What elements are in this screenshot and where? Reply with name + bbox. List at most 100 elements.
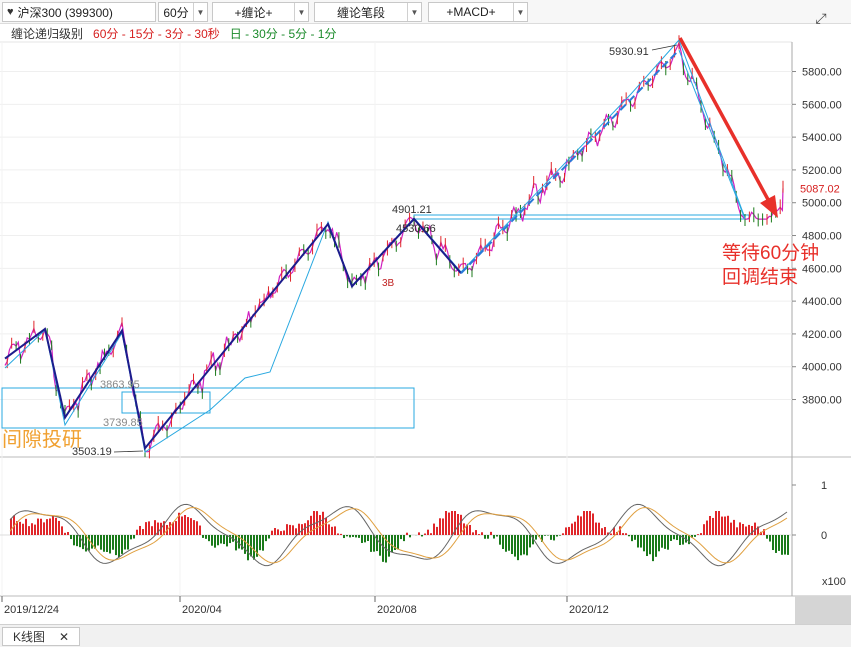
macd-bar bbox=[79, 535, 81, 548]
overlay-button[interactable]: +缠论+ ▼ bbox=[212, 2, 309, 22]
macd-bar bbox=[628, 535, 630, 537]
chevron-down-icon[interactable]: ▼ bbox=[193, 3, 207, 21]
macd-bar bbox=[451, 511, 453, 535]
macd-bar bbox=[739, 522, 741, 535]
macd-tick-label: x100 bbox=[822, 576, 846, 588]
macd-bar bbox=[520, 535, 522, 556]
third-buy-label: 3B bbox=[382, 278, 395, 289]
macd-bar bbox=[181, 516, 183, 535]
macd-bar bbox=[697, 534, 699, 535]
y-tick-label: 4600.00 bbox=[802, 263, 842, 275]
macd-bar bbox=[25, 518, 27, 535]
macd-bar bbox=[454, 511, 456, 535]
close-icon[interactable]: ✕ bbox=[59, 629, 70, 644]
macd-bar bbox=[364, 535, 366, 543]
y-tick-label: 5200.00 bbox=[802, 165, 842, 177]
macd-bar bbox=[610, 533, 612, 535]
macd-bar bbox=[676, 535, 678, 541]
macd-bar bbox=[49, 518, 51, 535]
macd-bar bbox=[184, 515, 186, 535]
stroke-label: 缠论笔段 bbox=[336, 5, 385, 20]
macd-bar bbox=[757, 526, 759, 535]
chevron-down-icon[interactable]: ▼ bbox=[294, 3, 308, 21]
level-title: 缠论递归级别 bbox=[11, 27, 84, 41]
chevron-down-icon[interactable]: ▼ bbox=[513, 3, 527, 21]
macd-bar bbox=[247, 535, 249, 561]
macd-bar bbox=[274, 528, 276, 535]
macd-bar bbox=[115, 535, 117, 556]
macd-bar bbox=[622, 533, 624, 535]
macd-bar bbox=[769, 535, 771, 542]
macd-bar bbox=[337, 533, 339, 535]
macd-bar bbox=[658, 535, 660, 552]
macd-bar bbox=[190, 518, 192, 535]
macd-bar bbox=[688, 535, 690, 545]
y-tick-label: 4400.00 bbox=[802, 296, 842, 308]
macd-bar bbox=[214, 535, 216, 548]
favorite-heart-icon[interactable]: ♥ bbox=[7, 6, 14, 18]
macd-bar bbox=[535, 535, 537, 540]
macd-bar bbox=[718, 511, 720, 535]
macd-bar bbox=[481, 532, 483, 535]
macd-bar bbox=[577, 515, 579, 535]
macd-bar bbox=[634, 535, 636, 540]
macd-bar bbox=[31, 523, 33, 535]
fullscreen-icon[interactable]: ⤢ bbox=[815, 10, 827, 26]
level-legend: 缠论递归级别 60分 - 15分 - 3分 - 30秒 日 - 30分 - 5分… bbox=[11, 25, 336, 42]
tab-kline[interactable]: K线图 ✕ bbox=[2, 627, 80, 646]
macd-bar bbox=[526, 535, 528, 556]
symbol-selector[interactable]: ♥ 沪深300 (399300) bbox=[2, 2, 156, 22]
macd-bar bbox=[580, 516, 582, 535]
macd-bar bbox=[352, 535, 354, 537]
macd-bar bbox=[766, 535, 768, 539]
macd-bar bbox=[46, 519, 48, 535]
macd-bar bbox=[355, 535, 357, 538]
macd-bar bbox=[751, 525, 753, 535]
macd-bar bbox=[475, 530, 477, 535]
macd-bar bbox=[91, 535, 93, 549]
macd-bar bbox=[694, 535, 696, 537]
peak-price-label: 5930.91 bbox=[609, 46, 649, 58]
period-select[interactable]: 60分 ▼ bbox=[158, 2, 208, 22]
macd-bar bbox=[781, 535, 783, 555]
mid-price-label: 4530.66 bbox=[396, 223, 436, 235]
macd-bar bbox=[379, 535, 381, 556]
macd-bar bbox=[343, 535, 345, 539]
macd-bar bbox=[667, 535, 669, 550]
macd-bar bbox=[202, 535, 204, 538]
macd-bar bbox=[124, 535, 126, 550]
period-label: 60分 bbox=[163, 5, 189, 20]
annotation-labels: 5930.91 4901.21 4530.66 3863.95 3739.85 3503.… bbox=[2, 44, 819, 458]
macd-bar bbox=[226, 535, 228, 547]
chart-canvas[interactable]: 3800.00 4000.00 4200.00 4400.00 4600.00 4800.… bbox=[0, 0, 851, 624]
y-tick-label: 3800.00 bbox=[802, 395, 842, 407]
macd-bar bbox=[709, 515, 711, 535]
macd-bar bbox=[133, 535, 135, 539]
macd-bar bbox=[706, 520, 708, 535]
bottom-tab-bar: K线图 ✕ bbox=[0, 624, 851, 647]
macd-bar bbox=[421, 535, 423, 537]
macd-bar bbox=[37, 518, 39, 535]
macd-bar bbox=[502, 535, 504, 550]
macd-bar bbox=[532, 535, 534, 545]
macd-bar bbox=[154, 520, 156, 535]
macd-bar bbox=[304, 523, 306, 535]
chevron-down-icon[interactable]: ▼ bbox=[407, 3, 421, 21]
macd-bar bbox=[670, 535, 672, 541]
macd-bar bbox=[109, 535, 111, 554]
macd-bar bbox=[655, 535, 657, 557]
wait-text-line1: 等待60分钟 bbox=[722, 242, 819, 264]
macd-bar bbox=[313, 511, 315, 535]
macd-bar bbox=[151, 526, 153, 535]
macd-bar bbox=[28, 526, 30, 535]
stroke-button[interactable]: 缠论笔段 ▼ bbox=[314, 2, 422, 22]
macd-bar bbox=[682, 535, 684, 545]
axes: 3800.00 4000.00 4200.00 4400.00 4600.00 4800.… bbox=[1, 67, 846, 616]
scrollbar[interactable] bbox=[795, 596, 851, 624]
macd-bar bbox=[388, 535, 390, 557]
macd-bar bbox=[169, 522, 171, 535]
macd-bar bbox=[367, 535, 369, 542]
indicator-button[interactable]: +MACD+ ▼ bbox=[428, 2, 528, 22]
wait-text-line2: 回调结束 bbox=[722, 266, 798, 288]
macd-bar bbox=[484, 535, 486, 539]
